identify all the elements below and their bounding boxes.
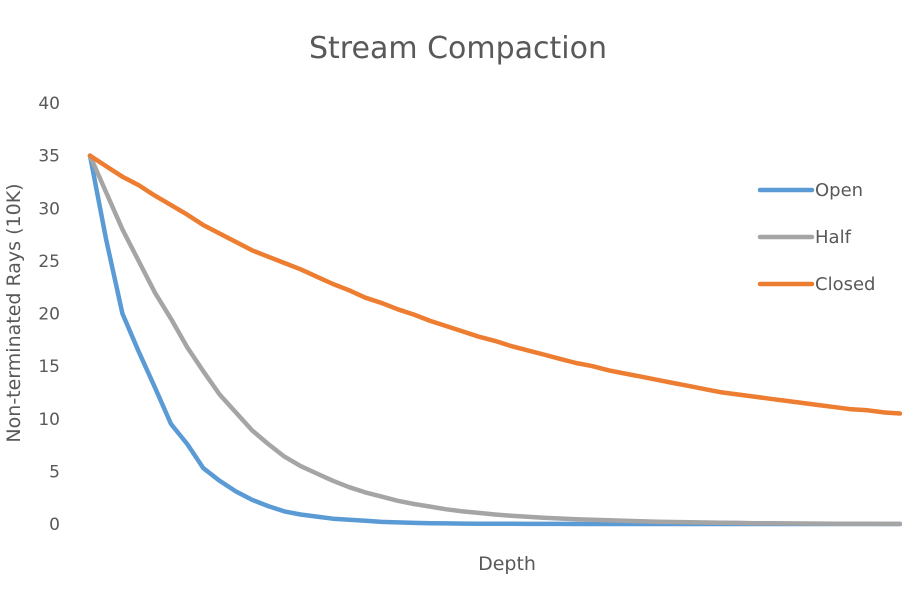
x-axis-label: Depth [478, 553, 536, 575]
y-tick-label: 40 [38, 94, 60, 114]
series-line-closed [87, 153, 902, 416]
chart-title: Stream Compaction [309, 31, 607, 66]
legend-label-closed: Closed [815, 274, 875, 295]
series-line-half [87, 153, 902, 527]
y-tick-label: 0 [49, 515, 60, 535]
legend-label-half: Half [815, 227, 852, 248]
y-tick-label: 5 [49, 462, 60, 482]
y-tick-label: 15 [38, 357, 60, 377]
legend: Open Half Closed [757, 180, 875, 295]
y-axis-label: Non-terminated Rays (10K) [3, 183, 25, 442]
y-tick-label: 35 [38, 147, 60, 167]
y-tick-label: 20 [38, 305, 60, 325]
y-tick-label: 10 [38, 410, 60, 430]
series-lines [87, 153, 902, 527]
y-tick-label: 30 [38, 199, 60, 219]
legend-label-open: Open [815, 180, 863, 201]
y-tick-label: 25 [38, 252, 60, 272]
y-axis-ticks: 0 5 10 15 20 25 30 35 40 [38, 94, 60, 535]
